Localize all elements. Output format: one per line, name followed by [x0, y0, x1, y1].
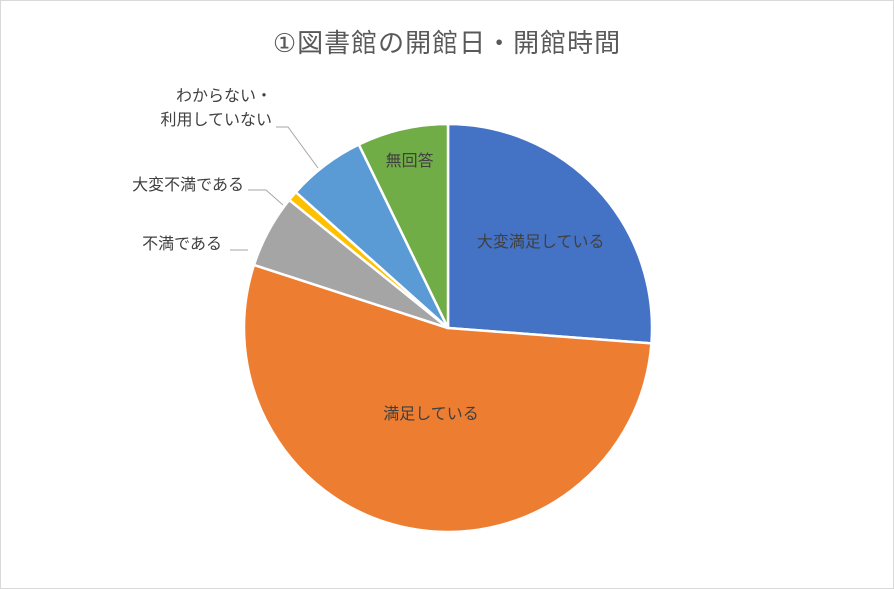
slice-label-line: 不満である	[142, 234, 222, 253]
chart-title: ①図書館の開館日・開館時間	[272, 29, 622, 59]
slice-label-3: 不満である	[142, 234, 222, 253]
slice-label-5: わからない・利用していない	[160, 86, 272, 129]
pie-slice-2	[242, 263, 653, 534]
slice-label-line: わからない・	[176, 86, 272, 105]
slice-label-line: 大変満足している	[477, 232, 605, 251]
pie-slice-1	[446, 122, 654, 345]
slice-label-2: 満足している	[383, 404, 479, 423]
slice-label-4: 大変不満である	[132, 175, 244, 194]
slice-label-line: 大変不満である	[132, 175, 244, 194]
leader-line-5	[276, 126, 319, 169]
leader-line-4	[248, 189, 284, 206]
slice-label-line: 満足している	[383, 404, 479, 423]
slice-label-line: 利用していない	[160, 110, 272, 129]
slice-label-6: 無回答	[386, 151, 434, 170]
slice-label-line: 無回答	[386, 151, 434, 170]
pie-slice-6	[357, 122, 450, 330]
slice-label-1: 大変満足している	[477, 232, 605, 251]
